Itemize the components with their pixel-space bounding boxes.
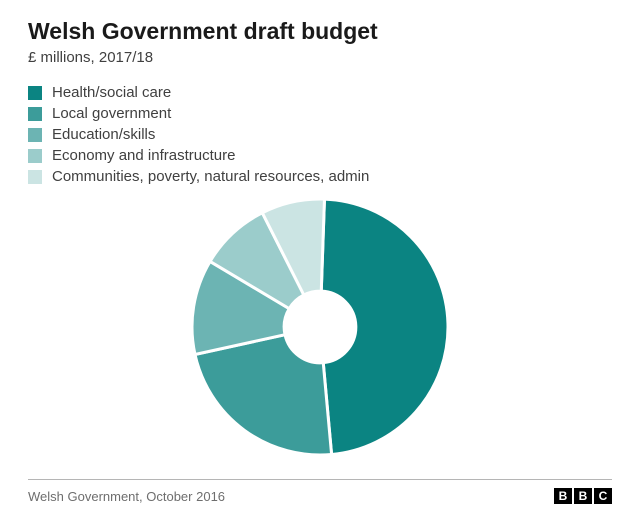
bbc-logo: BBC [554,488,612,504]
chart-title: Welsh Government draft budget [28,18,612,45]
footer-divider [28,479,612,480]
legend-swatch [28,128,42,142]
chart-card: Welsh Government draft budget £ millions… [0,0,640,514]
source-text: Welsh Government, October 2016 [28,489,225,504]
pie-hole [284,291,356,363]
legend-label: Economy and infrastructure [52,147,235,164]
pie-chart [188,195,452,459]
legend-swatch [28,170,42,184]
legend-swatch [28,107,42,121]
legend-item: Local government [28,103,612,124]
legend-label: Local government [52,105,171,122]
legend-item: Health/social care [28,82,612,103]
legend-label: Education/skills [52,126,155,143]
bbc-block: B [574,488,592,504]
bbc-block: C [594,488,612,504]
legend-label: Health/social care [52,84,171,101]
legend-swatch [28,86,42,100]
chart-area [28,195,612,459]
legend-item: Education/skills [28,124,612,145]
legend-label: Communities, poverty, natural resources,… [52,168,369,185]
legend-item: Economy and infrastructure [28,145,612,166]
bbc-block: B [554,488,572,504]
legend-item: Communities, poverty, natural resources,… [28,166,612,187]
chart-subtitle: £ millions, 2017/18 [28,49,612,66]
legend: Health/social care Local government Educat… [28,82,612,187]
legend-swatch [28,149,42,163]
footer: Welsh Government, October 2016 BBC [28,488,612,504]
